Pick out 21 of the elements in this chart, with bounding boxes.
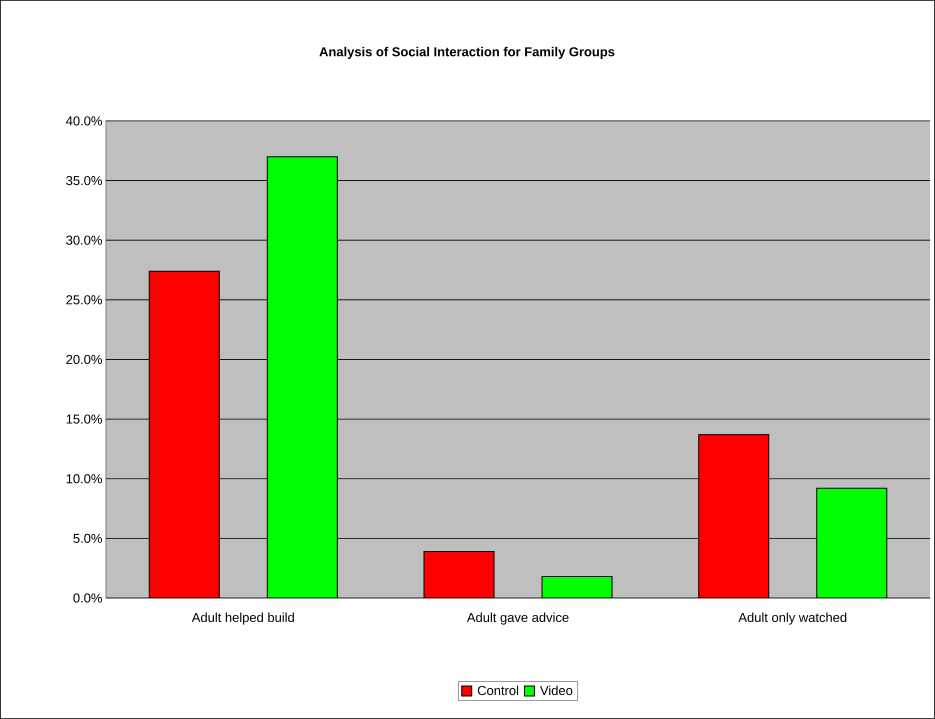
legend-label: Video bbox=[540, 686, 572, 696]
x-tick-label: Adult gave advice bbox=[466, 612, 569, 625]
bar bbox=[266, 156, 338, 598]
x-tick-label: Adult helped build bbox=[192, 612, 294, 625]
y-tick-label: 15.0% bbox=[66, 414, 102, 424]
y-tick-label: 30.0% bbox=[66, 236, 102, 245]
y-tick-label: 5.0% bbox=[73, 534, 102, 543]
y-tick-label: 20.0% bbox=[66, 354, 102, 364]
bar bbox=[698, 434, 770, 598]
y-tick-label: 10.0% bbox=[66, 474, 102, 484]
bar bbox=[542, 576, 613, 598]
chart-title: Analysis of Social Interaction for Family Groups bbox=[319, 46, 614, 59]
x-tick-label: Adult only watched bbox=[738, 612, 846, 625]
legend-label: Control bbox=[478, 686, 518, 696]
bar bbox=[148, 270, 220, 598]
y-tick-label: 0.0% bbox=[73, 593, 102, 603]
bar bbox=[424, 551, 495, 598]
bar bbox=[816, 488, 888, 598]
y-tick-label: 35.0% bbox=[66, 176, 102, 186]
y-tick-label: 40.0% bbox=[66, 116, 102, 126]
y-tick-label: 25.0% bbox=[66, 295, 102, 304]
